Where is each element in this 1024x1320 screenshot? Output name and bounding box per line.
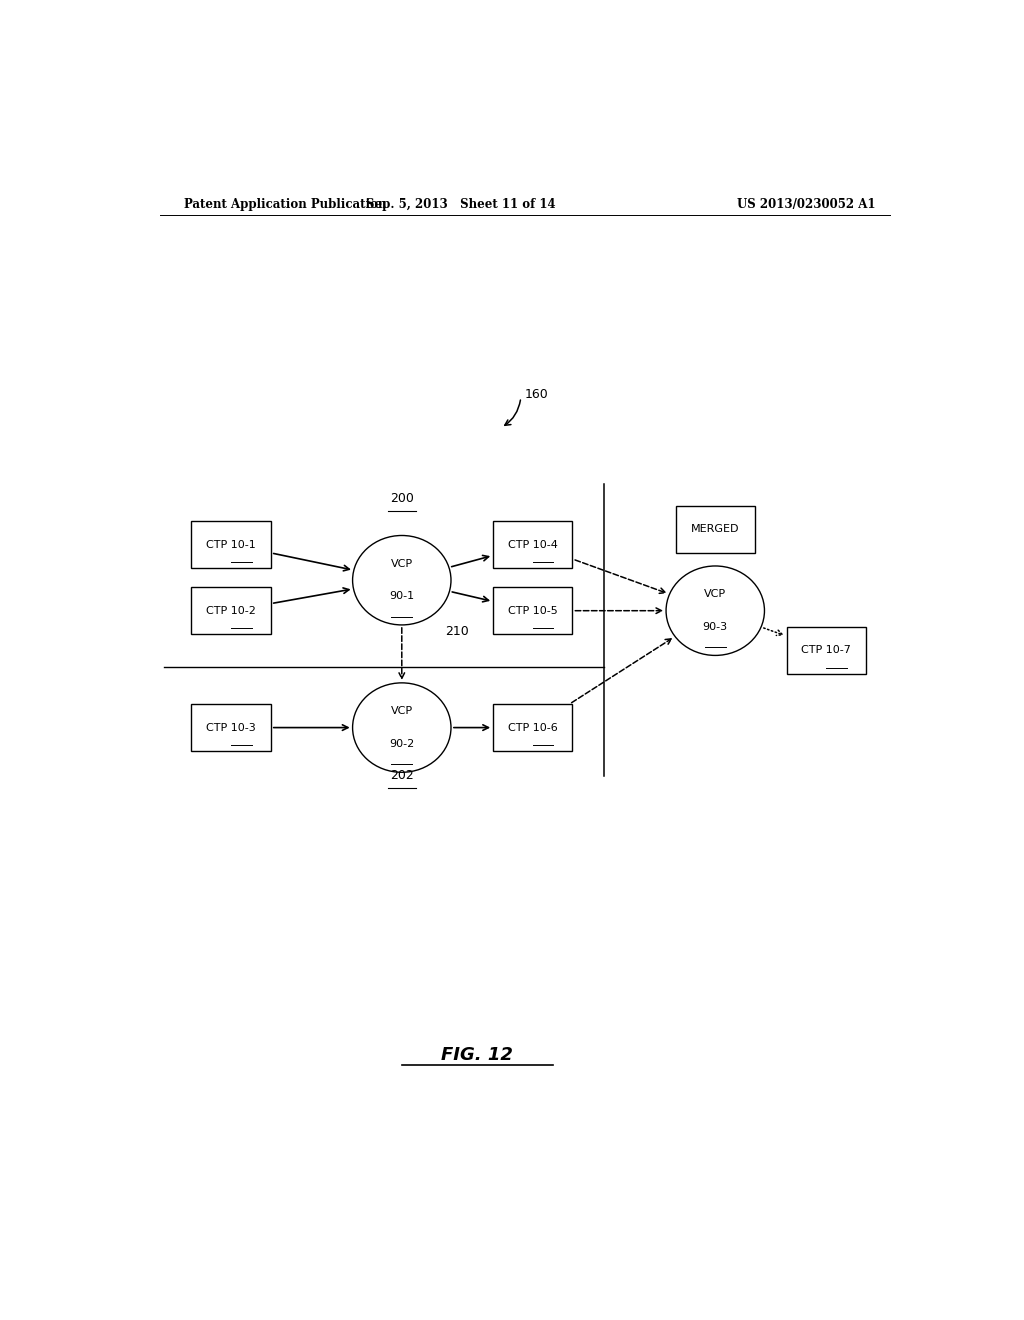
Text: 160: 160 [524,388,549,401]
Text: Sep. 5, 2013   Sheet 11 of 14: Sep. 5, 2013 Sheet 11 of 14 [367,198,556,211]
Text: CTP 10-5: CTP 10-5 [508,606,558,615]
FancyBboxPatch shape [494,587,572,634]
Ellipse shape [666,566,765,656]
Text: VCP: VCP [705,590,726,599]
Text: 210: 210 [445,624,469,638]
Text: CTP 10-3: CTP 10-3 [206,722,256,733]
Text: 90-2: 90-2 [389,739,415,748]
Text: VCP: VCP [391,558,413,569]
FancyBboxPatch shape [191,704,270,751]
FancyBboxPatch shape [494,704,572,751]
FancyBboxPatch shape [494,521,572,568]
Text: CTP 10-7: CTP 10-7 [802,645,851,655]
Text: 90-1: 90-1 [389,591,415,602]
Text: CTP 10-4: CTP 10-4 [508,540,558,549]
Text: 200: 200 [390,492,414,506]
FancyBboxPatch shape [676,506,755,553]
Ellipse shape [352,536,451,624]
FancyBboxPatch shape [786,627,866,673]
Text: FIG. 12: FIG. 12 [441,1045,513,1064]
Text: Patent Application Publication: Patent Application Publication [183,198,386,211]
Text: CTP 10-2: CTP 10-2 [206,606,256,615]
Ellipse shape [352,682,451,772]
FancyBboxPatch shape [191,587,270,634]
Text: US 2013/0230052 A1: US 2013/0230052 A1 [737,198,876,211]
Text: 90-3: 90-3 [702,622,728,632]
Text: 202: 202 [390,768,414,781]
FancyBboxPatch shape [191,521,270,568]
Text: MERGED: MERGED [691,524,739,535]
Text: CTP 10-6: CTP 10-6 [508,722,558,733]
Text: VCP: VCP [391,706,413,717]
Text: CTP 10-1: CTP 10-1 [206,540,256,549]
